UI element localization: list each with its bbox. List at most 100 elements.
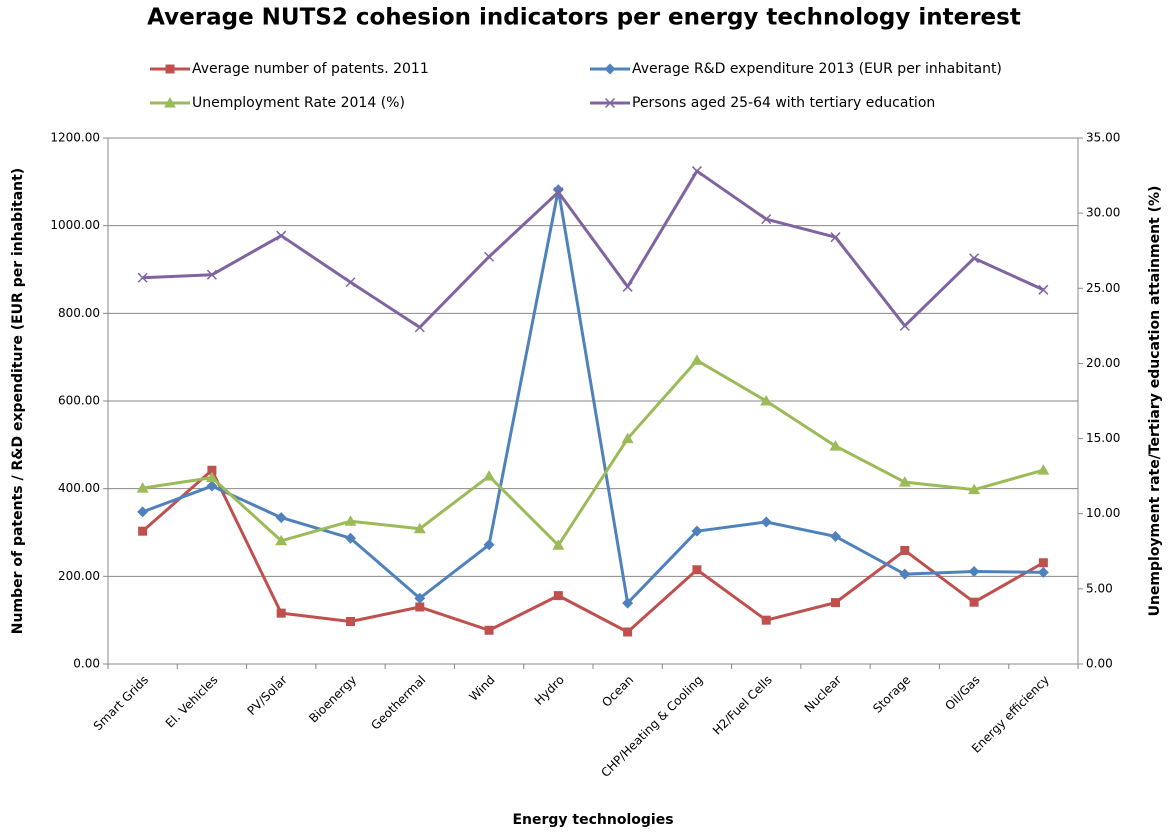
x-tick-label: H2/Fuel Cells <box>710 673 775 738</box>
x-tick-label: El. Vehicles <box>163 673 221 731</box>
y2-tick-label: 35.00 <box>1086 131 1120 145</box>
x-tick-label: Ocean <box>599 673 636 710</box>
y-tick-label: 600.00 <box>58 394 100 408</box>
data-point <box>344 515 357 526</box>
series-line <box>142 358 1044 547</box>
data-point <box>484 251 495 262</box>
y-axis-title: Number of patents / R&D expenditure (EUR… <box>10 168 26 634</box>
data-point <box>553 591 563 601</box>
data-point <box>275 534 288 546</box>
data-point <box>345 532 356 544</box>
x-tick-label: Geothermal <box>368 673 428 733</box>
data-point <box>969 253 980 264</box>
data-point <box>483 470 496 481</box>
x-tick-label: Smart Grids <box>91 673 152 734</box>
data-point <box>138 526 148 536</box>
y-tick-label: 1000.00 <box>50 218 100 232</box>
data-point <box>692 565 702 575</box>
data-point <box>900 545 910 555</box>
x-axis-title: Energy technologies <box>512 812 673 828</box>
data-point <box>1037 566 1049 578</box>
x-tick-label: Storage <box>870 673 913 716</box>
data-point <box>898 476 911 487</box>
y2-tick-label: 15.00 <box>1086 431 1120 445</box>
x-tick-label: Hydro <box>532 673 567 708</box>
data-point <box>760 516 772 528</box>
legend-marker <box>164 97 176 108</box>
data-point <box>415 602 425 612</box>
data-point <box>969 597 979 607</box>
data-point <box>205 471 218 483</box>
x-tick-label: Energy efficiency <box>969 673 1052 756</box>
x-tick-label: Oil/Gas <box>942 673 982 713</box>
data-point <box>206 269 217 280</box>
y2-tick-label: 0.00 <box>1086 657 1113 671</box>
data-point <box>760 395 773 406</box>
data-point <box>207 465 217 475</box>
data-point <box>761 615 771 625</box>
data-point <box>136 482 149 493</box>
series-line <box>141 468 1045 634</box>
data-point <box>1038 284 1049 295</box>
data-point <box>968 566 980 578</box>
y2-tick-label: 10.00 <box>1086 506 1120 520</box>
data-point <box>553 187 564 198</box>
data-point <box>552 539 565 550</box>
data-point <box>1038 558 1048 568</box>
y-tick-label: 1200.00 <box>50 131 100 145</box>
x-tick-label: Bioenergy <box>306 673 359 726</box>
chart-title: Average NUTS2 cohesion indicators per en… <box>147 5 1021 31</box>
data-point <box>829 440 842 451</box>
data-point <box>1037 464 1050 475</box>
y2-tick-label: 20.00 <box>1086 356 1120 370</box>
series-line <box>142 188 1044 605</box>
data-point <box>137 506 149 518</box>
data-point <box>483 539 495 551</box>
x-tick-label: Nuclear <box>802 673 845 716</box>
data-point <box>137 272 148 283</box>
data-point <box>830 530 841 542</box>
data-point <box>413 522 426 534</box>
y-tick-label: 0.00 <box>73 657 100 671</box>
y2-tick-label: 25.00 <box>1086 281 1120 295</box>
data-point <box>830 232 841 243</box>
data-point <box>690 354 703 365</box>
legend-marker <box>165 64 175 74</box>
data-point <box>275 512 287 524</box>
y2-tick-label: 5.00 <box>1086 581 1113 595</box>
legend-marker <box>604 63 616 75</box>
y2-axis-title: Unemployment rate/Tertiary education att… <box>1147 186 1163 617</box>
data-point <box>831 598 840 608</box>
series-line <box>142 169 1044 329</box>
legend-label: Persons aged 25-64 with tertiary educati… <box>632 95 935 111</box>
data-point <box>621 432 634 444</box>
y-tick-label: 800.00 <box>58 306 100 320</box>
x-tick-label: PV/Solar <box>245 673 290 718</box>
data-point <box>206 480 218 492</box>
data-point <box>623 627 633 637</box>
data-point <box>761 214 772 225</box>
data-point <box>276 230 287 241</box>
legend-label: Average R&D expenditure 2013 (EUR per in… <box>632 61 1002 77</box>
y-tick-label: 200.00 <box>58 569 100 583</box>
data-point <box>622 281 633 292</box>
data-point <box>968 483 981 495</box>
data-point <box>899 568 911 580</box>
legend-marker <box>604 97 616 109</box>
data-point <box>276 608 286 618</box>
x-tick-label: Wind <box>466 673 497 704</box>
y2-tick-label: 30.00 <box>1086 206 1120 220</box>
data-point <box>345 277 356 288</box>
data-point <box>414 592 426 604</box>
data-point <box>414 322 425 333</box>
data-point <box>691 166 702 177</box>
data-point <box>552 184 564 196</box>
legend-label: Average number of patents. 2011 <box>192 61 429 77</box>
data-point <box>691 525 703 537</box>
data-point <box>622 597 634 609</box>
data-point <box>484 625 494 635</box>
legend-label: Unemployment Rate 2014 (%) <box>192 95 405 111</box>
y-tick-label: 400.00 <box>58 481 100 495</box>
data-point <box>346 616 355 626</box>
